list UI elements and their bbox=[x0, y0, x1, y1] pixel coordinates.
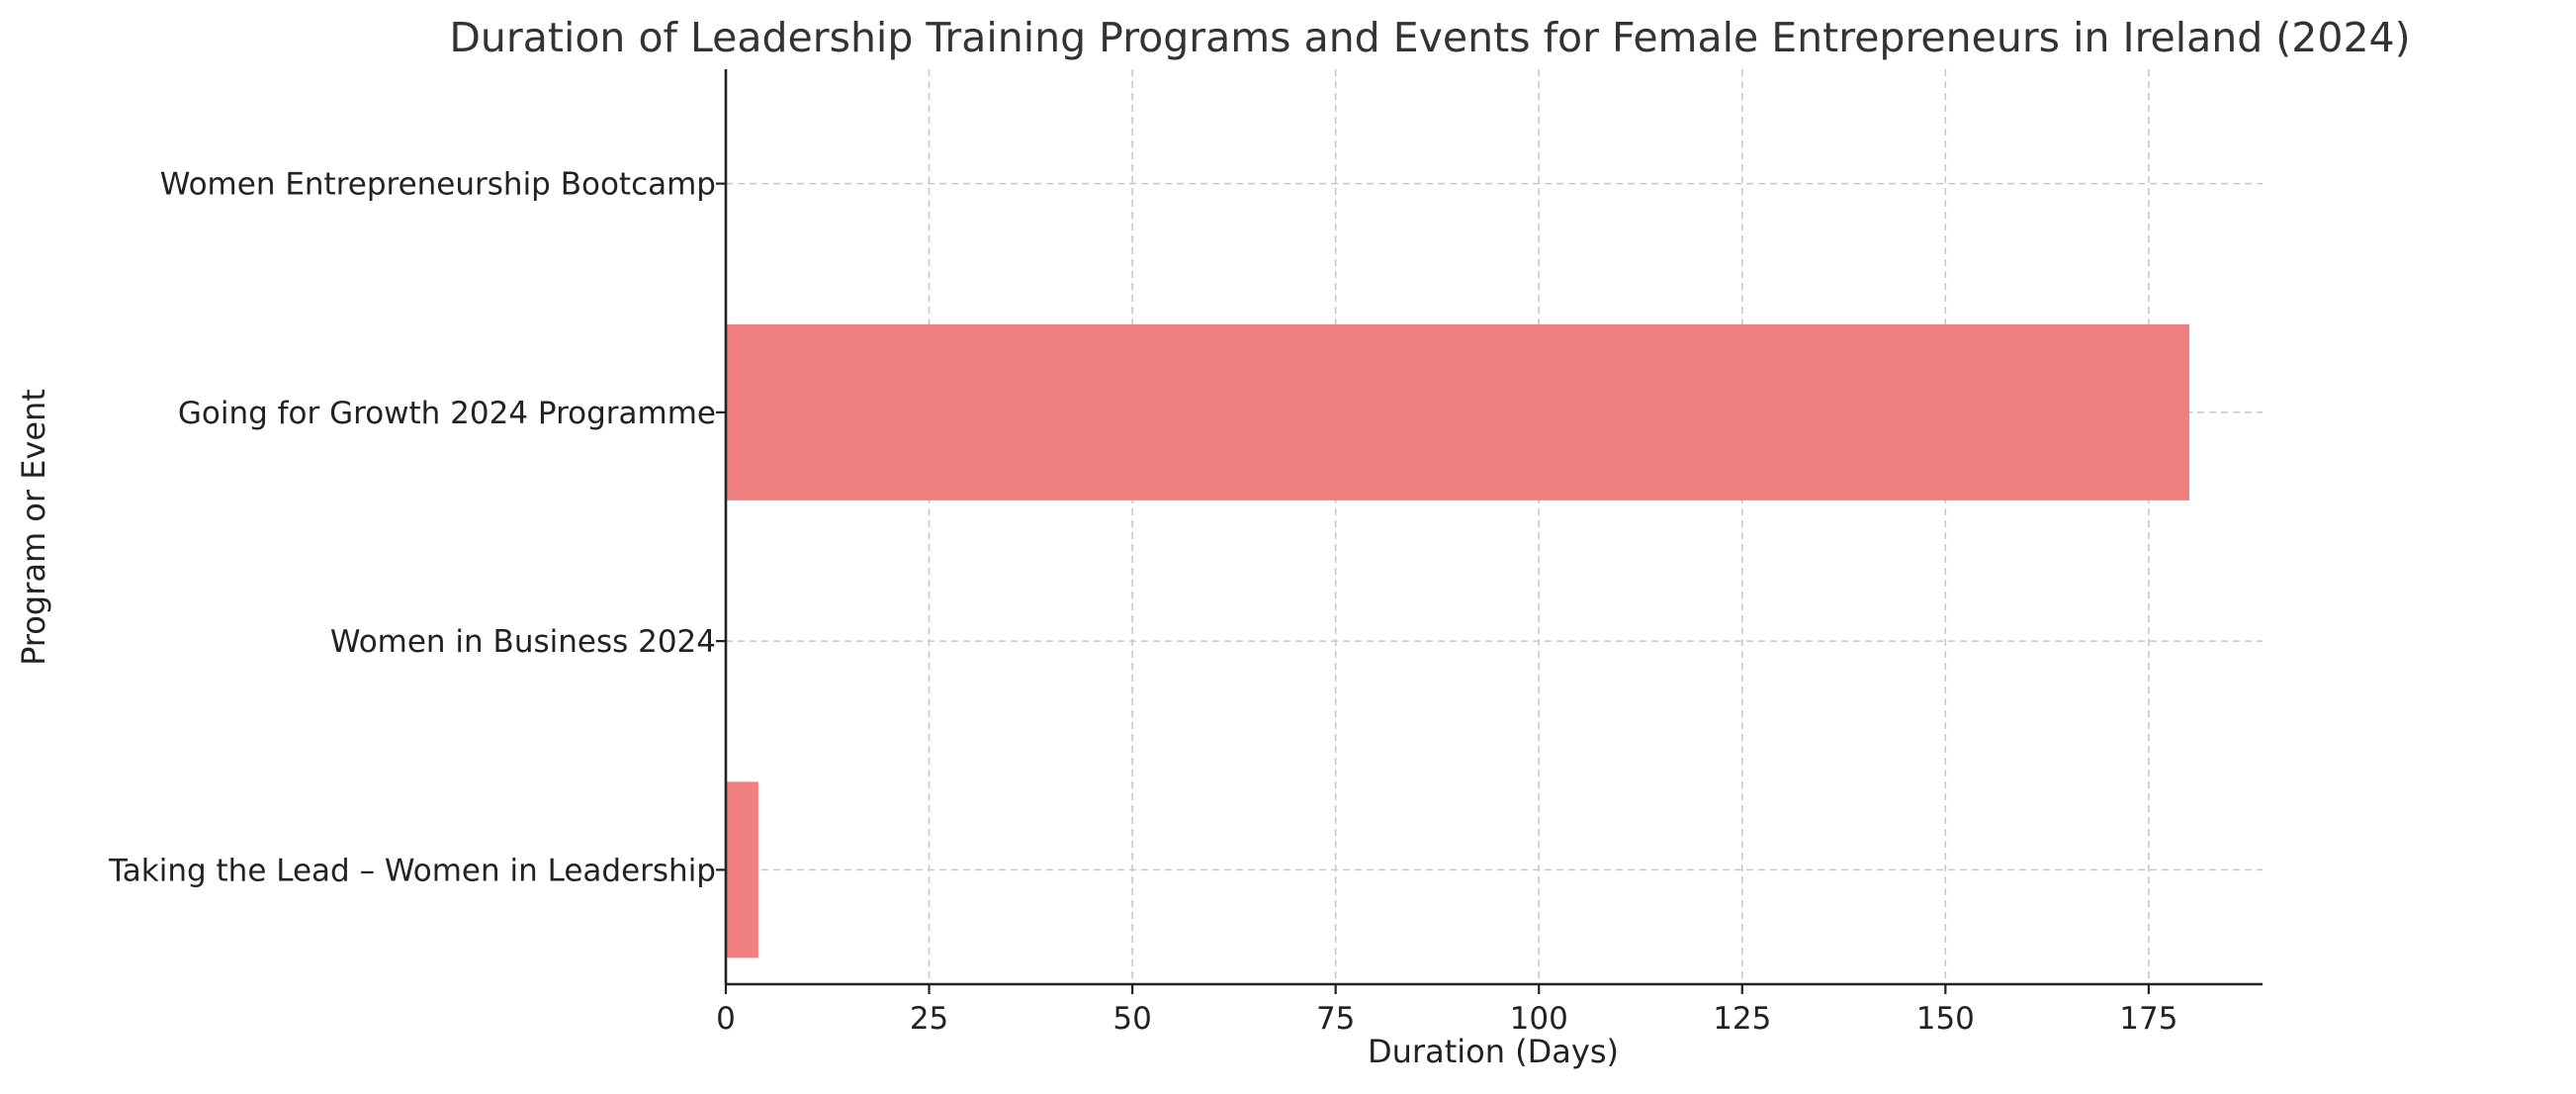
x-tick-label: 75 bbox=[1316, 1001, 1355, 1037]
x-tick-label: 25 bbox=[910, 1001, 948, 1037]
y-category-label: Women Entrepreneurship Bootcamp bbox=[160, 167, 716, 203]
x-tick-label: 0 bbox=[716, 1001, 736, 1037]
chart-title: Duration of Leadership Training Programs… bbox=[449, 14, 2410, 61]
y-axis-title: Program or Event bbox=[15, 389, 52, 666]
bar bbox=[726, 323, 2189, 501]
axis-layer bbox=[724, 69, 2263, 986]
bar bbox=[726, 781, 758, 958]
x-tick-label: 150 bbox=[1916, 1001, 1975, 1037]
grid-layer bbox=[725, 69, 2263, 984]
x-tick-label: 125 bbox=[1713, 1001, 1771, 1037]
bar-layer bbox=[726, 323, 2189, 958]
y-category-label: Taking the Lead – Women in Leadership bbox=[108, 853, 716, 888]
y-category-label: Women in Business 2024 bbox=[330, 624, 716, 660]
x-tick-label: 175 bbox=[2119, 1001, 2177, 1037]
x-tick-label: 100 bbox=[1510, 1001, 1568, 1037]
x-tick-label: 50 bbox=[1112, 1001, 1151, 1037]
x-axis-title: Duration (Days) bbox=[1368, 1033, 1619, 1070]
y-category-label: Going for Growth 2024 Programme bbox=[178, 396, 716, 431]
tick-layer: 0 25 50 75 100 125 150 175 Taking the Lead – Wom… bbox=[108, 167, 2178, 1037]
